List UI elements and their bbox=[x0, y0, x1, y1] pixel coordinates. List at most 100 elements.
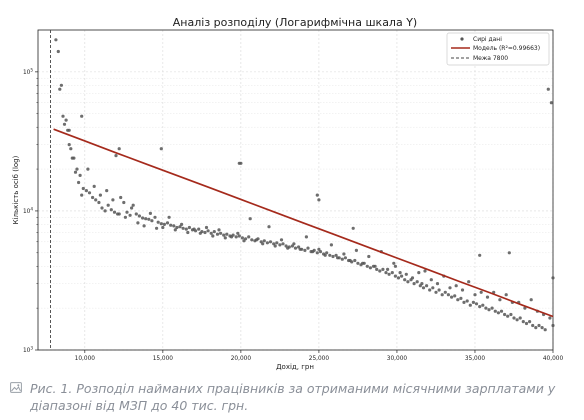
data-point bbox=[293, 246, 298, 250]
x-tick-label: 40,000 bbox=[543, 356, 564, 362]
data-point bbox=[117, 212, 121, 216]
data-point bbox=[198, 231, 202, 235]
data-point bbox=[448, 286, 452, 290]
data-point bbox=[325, 251, 329, 255]
data-point bbox=[537, 323, 541, 328]
data-point bbox=[206, 229, 210, 233]
data-point bbox=[186, 230, 190, 235]
data-point bbox=[242, 239, 246, 243]
data-point bbox=[504, 293, 508, 297]
data-point bbox=[311, 250, 315, 254]
minor-grid bbox=[38, 77, 553, 309]
data-point bbox=[453, 294, 457, 298]
data-point bbox=[223, 236, 227, 240]
data-point bbox=[204, 225, 209, 230]
data-point bbox=[275, 241, 279, 245]
data-point bbox=[87, 191, 92, 195]
data-point bbox=[175, 225, 179, 230]
data-point bbox=[298, 247, 302, 251]
data-point bbox=[106, 203, 110, 207]
data-point bbox=[64, 118, 68, 122]
data-point bbox=[387, 272, 391, 276]
data-point bbox=[236, 231, 240, 235]
data-point bbox=[462, 300, 466, 304]
data-point bbox=[134, 212, 138, 216]
data-point bbox=[481, 303, 485, 307]
data-point bbox=[315, 193, 319, 197]
x-tick-label: 30,000 bbox=[387, 356, 408, 362]
data-point bbox=[509, 312, 513, 317]
data-point bbox=[128, 213, 132, 217]
data-point bbox=[551, 323, 555, 328]
data-point bbox=[262, 239, 266, 243]
data-point bbox=[400, 274, 404, 278]
data-point bbox=[268, 240, 273, 244]
data-point bbox=[521, 320, 525, 324]
data-point bbox=[225, 232, 229, 236]
data-point bbox=[161, 225, 165, 230]
data-point bbox=[393, 274, 397, 278]
data-point bbox=[474, 302, 479, 306]
data-point bbox=[59, 83, 64, 87]
data-point bbox=[351, 226, 355, 230]
data-point bbox=[97, 200, 101, 205]
data-point bbox=[109, 208, 113, 212]
data-point bbox=[317, 198, 321, 202]
data-point bbox=[378, 269, 382, 273]
data-point bbox=[267, 225, 271, 229]
data-point bbox=[403, 278, 407, 282]
data-point bbox=[356, 261, 360, 265]
data-point bbox=[386, 267, 390, 271]
data-point bbox=[456, 298, 460, 302]
data-point bbox=[460, 288, 465, 292]
data-point bbox=[431, 286, 435, 290]
data-point bbox=[465, 299, 469, 303]
data-point bbox=[103, 209, 107, 213]
data-point bbox=[69, 147, 73, 151]
data-point bbox=[54, 38, 58, 42]
data-point bbox=[515, 318, 519, 322]
data-point bbox=[61, 114, 65, 118]
data-point bbox=[215, 232, 220, 236]
data-point bbox=[100, 206, 104, 210]
data-point bbox=[354, 248, 358, 252]
data-point bbox=[328, 253, 332, 257]
data-point bbox=[197, 227, 201, 231]
data-point bbox=[415, 280, 419, 284]
data-point bbox=[454, 284, 458, 288]
data-point bbox=[234, 235, 238, 239]
caption-text: Рис. 1. Розподіл найманих працівників за… bbox=[30, 381, 556, 413]
data-point bbox=[167, 215, 171, 219]
data-point bbox=[187, 225, 191, 230]
data-point bbox=[498, 298, 502, 302]
data-point bbox=[318, 250, 323, 254]
data-point bbox=[304, 235, 308, 239]
data-point bbox=[548, 316, 552, 320]
data-point bbox=[137, 214, 141, 218]
data-point bbox=[73, 170, 78, 174]
data-point bbox=[423, 269, 427, 273]
data-point bbox=[512, 316, 516, 320]
data-point bbox=[398, 271, 402, 275]
data-point bbox=[367, 254, 371, 259]
data-point bbox=[412, 282, 416, 286]
data-point bbox=[212, 230, 216, 234]
figure-caption: Рис. 1. Розподіл найманих працівників за… bbox=[10, 380, 576, 414]
data-point bbox=[473, 293, 477, 297]
data-point bbox=[86, 167, 90, 171]
model-line bbox=[53, 128, 554, 318]
data-point bbox=[549, 101, 554, 105]
data-point bbox=[178, 225, 182, 229]
data-point bbox=[217, 228, 221, 232]
data-point bbox=[78, 173, 82, 177]
data-point bbox=[130, 206, 134, 210]
data-point bbox=[209, 231, 213, 235]
data-point bbox=[237, 234, 241, 238]
legend-marker-scatter bbox=[460, 37, 464, 41]
x-tick-label: 25,000 bbox=[309, 356, 330, 362]
data-point bbox=[114, 154, 118, 158]
legend-entry-raw: Сирі дані bbox=[473, 36, 502, 43]
data-point bbox=[203, 230, 207, 235]
data-point bbox=[254, 238, 259, 242]
data-point bbox=[523, 306, 527, 310]
